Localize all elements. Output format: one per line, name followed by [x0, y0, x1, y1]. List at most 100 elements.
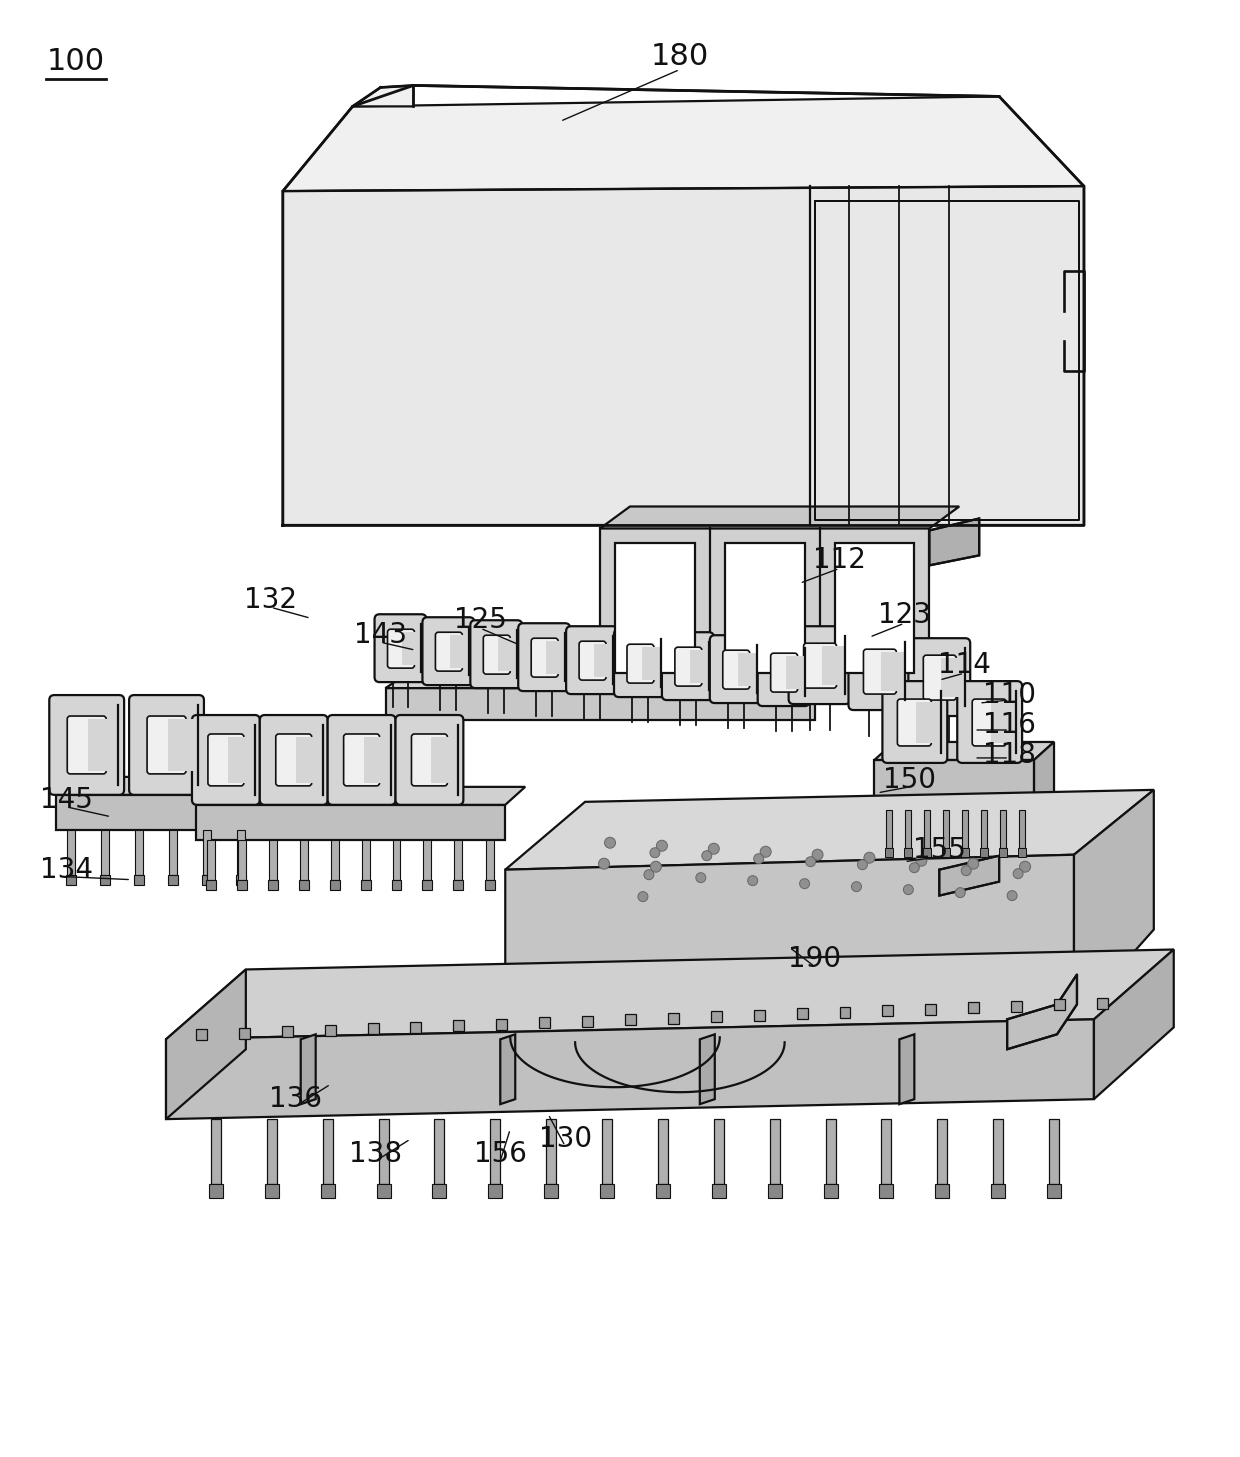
Bar — [208, 1185, 223, 1198]
Bar — [944, 810, 950, 848]
Bar — [196, 1029, 207, 1040]
Bar — [321, 1185, 335, 1198]
FancyBboxPatch shape — [260, 715, 327, 804]
FancyBboxPatch shape — [898, 699, 931, 746]
Bar — [905, 810, 911, 848]
Polygon shape — [500, 1034, 516, 1104]
Polygon shape — [196, 787, 526, 804]
Bar — [392, 880, 402, 890]
Bar — [299, 880, 309, 890]
Circle shape — [864, 852, 875, 863]
FancyBboxPatch shape — [470, 621, 522, 688]
Bar — [228, 737, 253, 782]
Polygon shape — [505, 855, 1074, 1034]
Bar — [265, 1185, 279, 1198]
FancyBboxPatch shape — [675, 647, 702, 686]
Polygon shape — [899, 1034, 914, 1104]
Bar — [796, 1008, 807, 1020]
Circle shape — [637, 892, 649, 902]
Text: 116: 116 — [982, 711, 1035, 739]
Circle shape — [806, 857, 816, 867]
Bar — [826, 1119, 836, 1185]
Bar — [714, 1119, 724, 1185]
Bar — [925, 1004, 936, 1016]
FancyBboxPatch shape — [327, 715, 396, 804]
Bar — [361, 880, 371, 890]
Bar — [268, 880, 278, 890]
Bar — [712, 1185, 725, 1198]
Bar — [724, 543, 805, 673]
Bar — [935, 1185, 950, 1198]
Bar — [980, 848, 988, 857]
FancyBboxPatch shape — [192, 715, 260, 804]
FancyBboxPatch shape — [567, 627, 618, 694]
Bar — [839, 1007, 851, 1018]
Bar — [887, 810, 893, 848]
Bar — [206, 880, 216, 890]
Polygon shape — [874, 742, 1054, 761]
Polygon shape — [1094, 950, 1174, 1099]
Circle shape — [1007, 890, 1017, 900]
Bar — [432, 737, 456, 782]
Polygon shape — [929, 519, 980, 565]
Bar — [625, 1014, 636, 1026]
Bar — [768, 1185, 781, 1198]
Text: 136: 136 — [269, 1085, 322, 1113]
FancyBboxPatch shape — [275, 734, 311, 785]
Polygon shape — [352, 86, 413, 106]
Bar — [835, 543, 914, 673]
Bar — [238, 839, 246, 880]
Bar — [237, 830, 244, 874]
Bar — [962, 810, 968, 848]
Bar — [999, 848, 1007, 857]
Bar — [924, 810, 930, 848]
Bar — [367, 1023, 378, 1034]
Bar — [102, 830, 109, 874]
Bar — [711, 1011, 722, 1023]
Bar — [1047, 1185, 1061, 1198]
Bar — [991, 1185, 1006, 1198]
Circle shape — [961, 865, 971, 876]
Bar — [544, 1185, 558, 1198]
Bar — [169, 830, 177, 874]
Bar — [968, 1002, 980, 1014]
FancyBboxPatch shape — [789, 627, 851, 704]
Bar — [490, 1119, 500, 1185]
Bar — [993, 1119, 1003, 1185]
Text: 112: 112 — [813, 546, 866, 574]
Bar — [237, 880, 247, 890]
Bar — [167, 718, 193, 771]
Bar — [300, 839, 308, 880]
Circle shape — [967, 858, 978, 870]
FancyBboxPatch shape — [863, 650, 897, 694]
FancyBboxPatch shape — [435, 632, 463, 672]
FancyBboxPatch shape — [709, 635, 761, 704]
Bar — [363, 737, 388, 782]
FancyBboxPatch shape — [343, 734, 379, 785]
FancyBboxPatch shape — [396, 715, 464, 804]
Bar — [822, 647, 844, 685]
Circle shape — [656, 841, 667, 851]
FancyBboxPatch shape — [579, 641, 606, 680]
Bar — [362, 839, 370, 880]
Bar — [937, 1119, 947, 1185]
Bar — [485, 880, 495, 890]
Polygon shape — [283, 186, 1084, 526]
FancyBboxPatch shape — [627, 644, 653, 683]
Bar — [1097, 998, 1107, 1008]
Bar — [582, 1016, 593, 1027]
Bar — [594, 644, 614, 678]
Polygon shape — [56, 796, 255, 830]
Bar — [786, 656, 806, 689]
Circle shape — [800, 879, 810, 889]
Circle shape — [748, 876, 758, 886]
Bar — [454, 839, 463, 880]
Polygon shape — [301, 1034, 316, 1104]
FancyBboxPatch shape — [957, 680, 1022, 763]
FancyBboxPatch shape — [518, 624, 570, 691]
Bar — [879, 1185, 893, 1198]
Bar — [454, 880, 464, 890]
Bar — [454, 1020, 464, 1032]
Bar — [393, 839, 401, 880]
Circle shape — [599, 858, 610, 870]
